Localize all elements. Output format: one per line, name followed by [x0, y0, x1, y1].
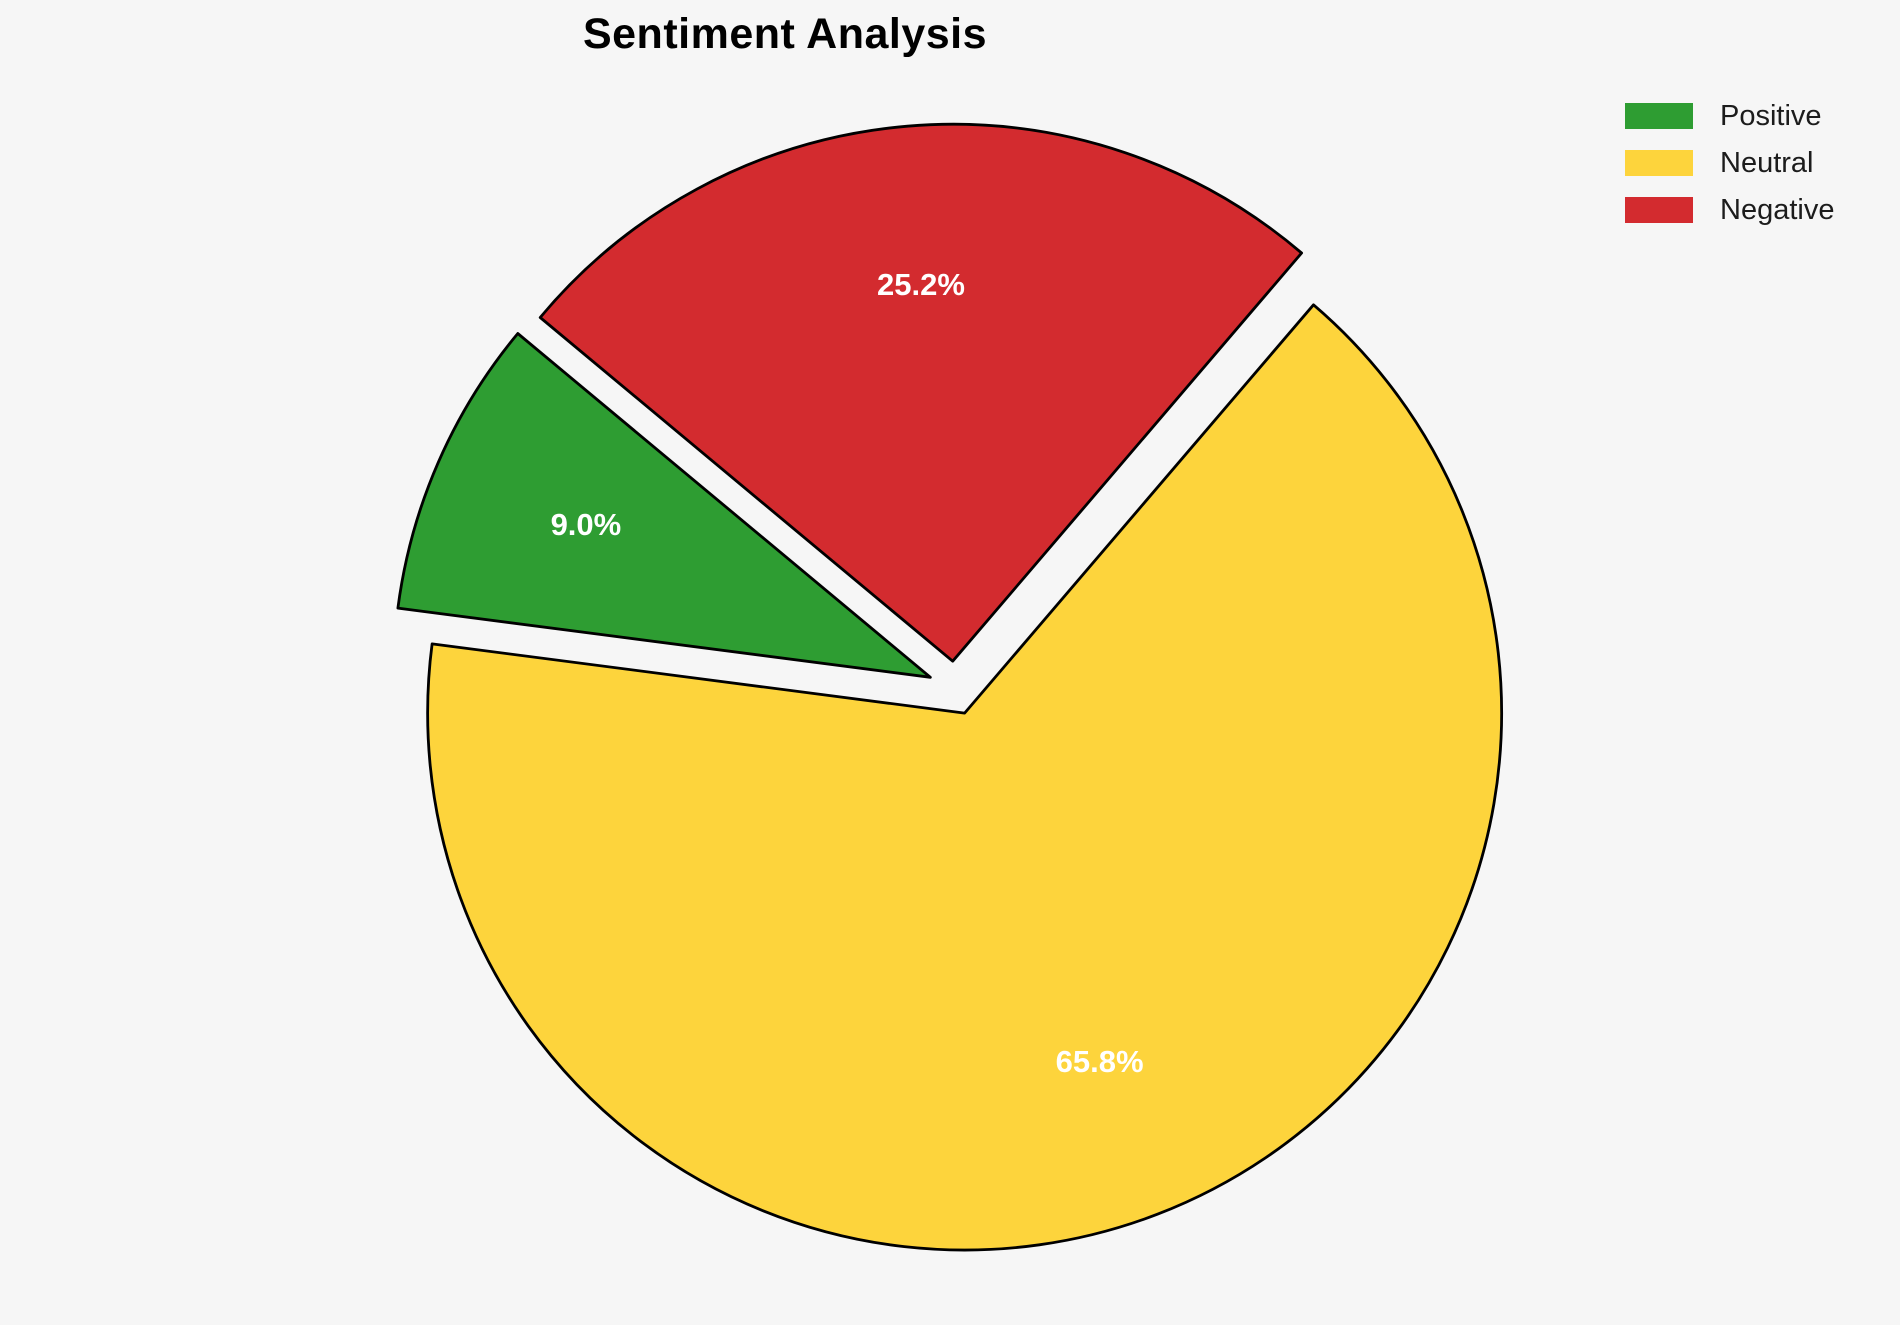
legend-swatch-negative: [1625, 197, 1693, 223]
pie-slice-positive: [396, 332, 932, 679]
pie-slice-neutral: [426, 303, 1504, 1252]
legend-item-neutral: Neutral: [1625, 143, 1834, 183]
legend: Positive Neutral Negative: [1625, 96, 1834, 237]
legend-label-neutral: Neutral: [1720, 146, 1814, 179]
legend-label-positive: Positive: [1720, 99, 1822, 132]
legend-item-positive: Positive: [1625, 96, 1834, 136]
pct-label-positive: 9.0%: [551, 507, 622, 542]
pct-label-neutral: 65.8%: [1056, 1044, 1144, 1079]
pct-label-negative: 25.2%: [877, 267, 965, 302]
legend-swatch-neutral: [1625, 150, 1693, 176]
legend-swatch-positive: [1625, 103, 1693, 129]
chart-title: Sentiment Analysis: [582, 10, 988, 58]
pie-slice-negative: [538, 122, 1303, 663]
legend-item-negative: Negative: [1625, 190, 1834, 230]
legend-label-negative: Negative: [1720, 193, 1835, 226]
